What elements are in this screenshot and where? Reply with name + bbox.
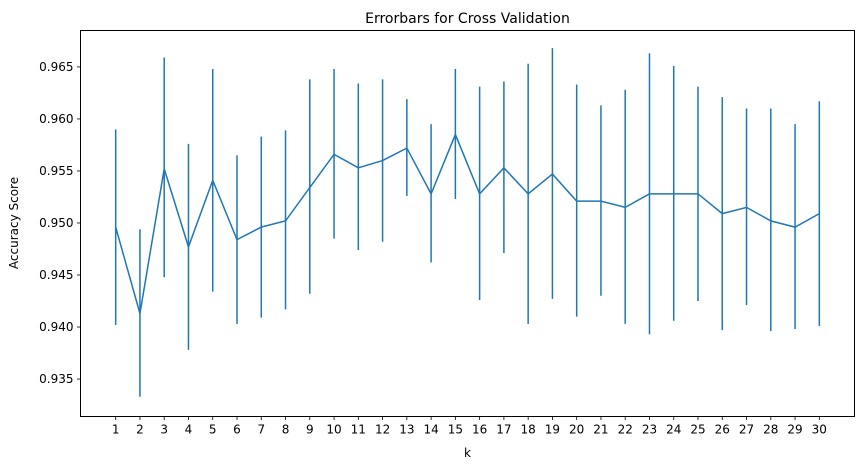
x-tick-label: 1	[112, 423, 120, 437]
x-tick-label: 30	[812, 423, 827, 437]
x-tick-label: 20	[569, 423, 584, 437]
x-tick-label: 3	[160, 423, 168, 437]
chart-title: Errorbars for Cross Validation	[365, 11, 570, 27]
y-tick-label: 0.935	[39, 372, 73, 386]
y-tick-label: 0.955	[39, 164, 73, 178]
y-tick-label: 0.940	[39, 320, 73, 334]
x-tick-label: 17	[496, 423, 511, 437]
x-tick-label: 21	[593, 423, 608, 437]
x-tick-label: 8	[282, 423, 290, 437]
mean-accuracy-line	[114, 132, 820, 314]
y-tick-label: 0.960	[39, 112, 73, 126]
plot-area	[114, 48, 821, 397]
x-tick-label: 6	[233, 423, 241, 437]
x-tick-label: 28	[763, 423, 778, 437]
x-tick-label: 26	[715, 423, 730, 437]
x-tick-label: 5	[209, 423, 217, 437]
x-tick-label: 11	[351, 423, 366, 437]
y-tick-label: 0.965	[39, 60, 73, 74]
y-tick-label: 0.945	[39, 268, 73, 282]
x-tick-label: 24	[666, 423, 681, 437]
x-tick-label: 15	[448, 423, 463, 437]
x-tick-label: 4	[185, 423, 193, 437]
x-tick-label: 14	[423, 423, 438, 437]
x-tick-label: 22	[618, 423, 633, 437]
x-tick-label: 19	[545, 423, 560, 437]
x-tick-label: 25	[690, 423, 705, 437]
x-tick-label: 10	[326, 423, 341, 437]
x-tick-label: 23	[642, 423, 657, 437]
x-tick-label: 29	[787, 423, 802, 437]
x-tick-label: 27	[739, 423, 754, 437]
x-tick-label: 12	[375, 423, 390, 437]
y-tick-label: 0.950	[39, 216, 73, 230]
y-axis-label: Accuracy Score	[7, 177, 21, 269]
x-tick-label: 13	[399, 423, 414, 437]
x-tick-label: 9	[306, 423, 314, 437]
x-axis-label: k	[464, 446, 471, 460]
y-axis: 0.935 0.940 0.945 0.950 0.955 0.960 0.965	[39, 60, 81, 386]
x-tick-label: 16	[472, 423, 487, 437]
plot-frame	[80, 30, 855, 417]
x-tick-label: 18	[521, 423, 536, 437]
x-tick-label: 2	[136, 423, 144, 437]
x-axis: 1 2 3 4 5 6 7 8 9 10 11 12 13 14 15 16 17 18 19 20 21 22 23 24 2…	[112, 416, 827, 437]
x-tick-label: 7	[257, 423, 265, 437]
